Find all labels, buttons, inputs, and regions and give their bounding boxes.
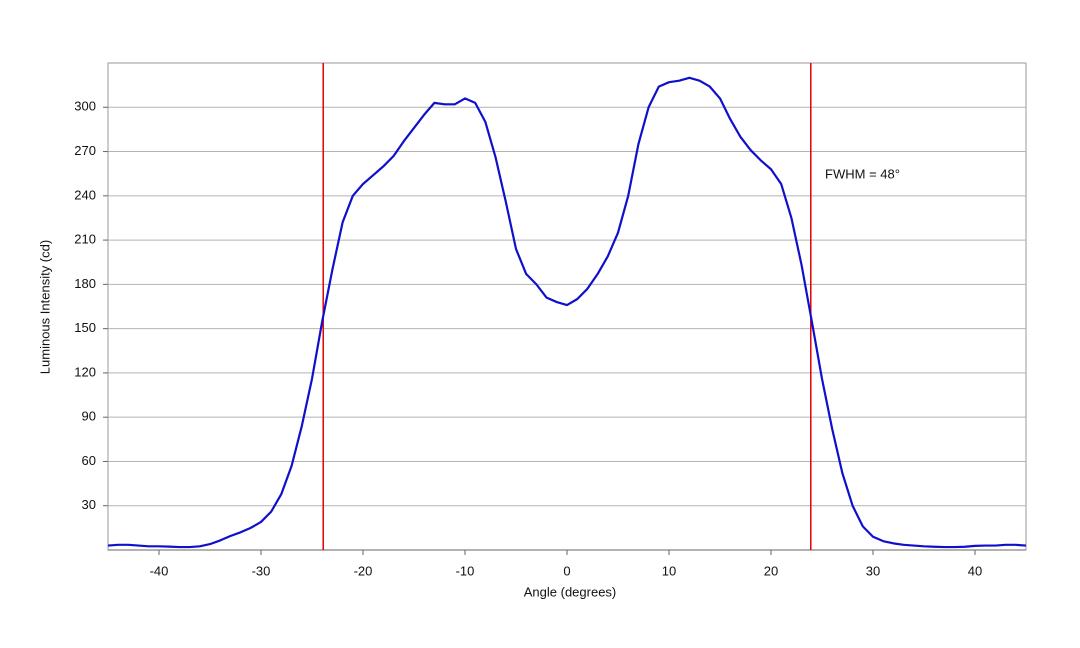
x-tick-label: 0 bbox=[563, 563, 570, 578]
x-tick-label: 30 bbox=[866, 563, 880, 578]
x-tick-label: -20 bbox=[354, 563, 373, 578]
x-tick-label: 10 bbox=[662, 563, 676, 578]
y-tick-label: 60 bbox=[82, 453, 96, 468]
y-tick-label: 240 bbox=[74, 187, 96, 202]
y-tick-label: 150 bbox=[74, 320, 96, 335]
y-tick-label: 300 bbox=[74, 99, 96, 114]
plot-area bbox=[107, 62, 1027, 551]
y-tick-label: 120 bbox=[74, 364, 96, 379]
annotation: FWHM = 48° bbox=[825, 167, 900, 182]
y-tick-label: 270 bbox=[74, 143, 96, 158]
x-tick-label: -40 bbox=[150, 563, 169, 578]
x-axis-label: Angle (degrees) bbox=[524, 584, 617, 599]
y-tick-label: 180 bbox=[74, 276, 96, 291]
x-tick-label: 20 bbox=[764, 563, 778, 578]
data-line bbox=[107, 76, 1027, 549]
x-tick-label: -10 bbox=[456, 563, 475, 578]
y-tick-label: 210 bbox=[74, 232, 96, 247]
y-axis-label: Luminous Intensity (cd) bbox=[37, 240, 52, 374]
x-tick-label: -30 bbox=[252, 563, 271, 578]
x-tick-label: 40 bbox=[968, 563, 982, 578]
y-tick-label: 90 bbox=[82, 409, 96, 424]
y-tick-label: 30 bbox=[82, 497, 96, 512]
